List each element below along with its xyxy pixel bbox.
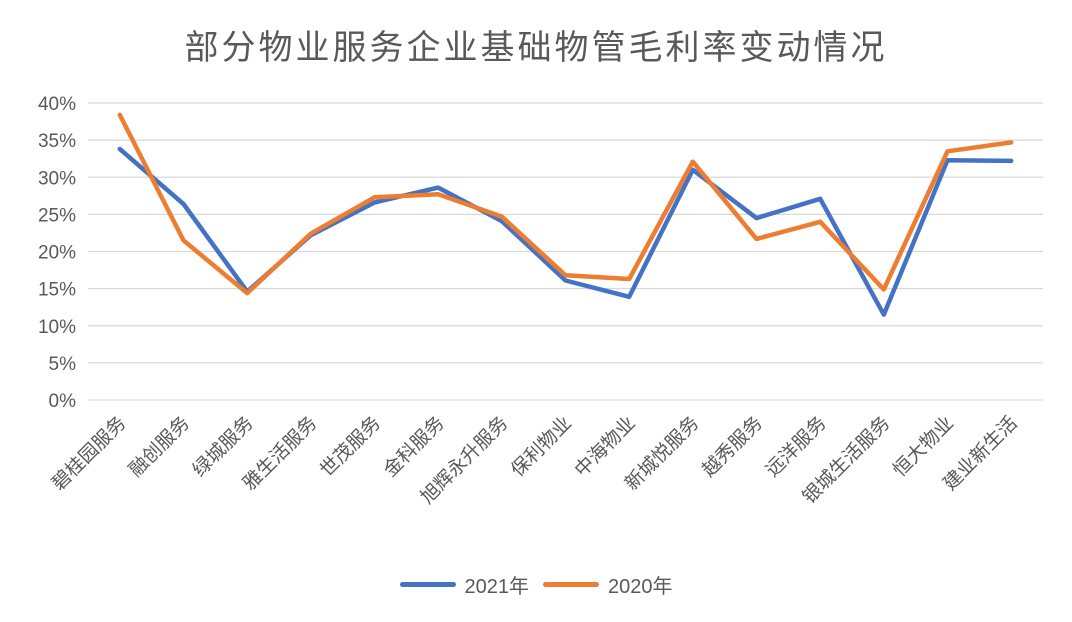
chart-title: 部分物业服务企业基础物管毛利率变动情况 <box>184 29 888 67</box>
legend-item-2021: 2021年 <box>399 570 530 599</box>
y-axis-tick-label: 15% <box>38 280 76 301</box>
x-axis-category-label: 越秀服务 <box>698 412 767 481</box>
x-axis-category-label: 保利物业 <box>507 412 576 481</box>
x-axis-category-label: 世茂服务 <box>316 412 385 481</box>
y-axis-tick-label: 20% <box>38 243 76 264</box>
legend-label-2020: 2020年 <box>608 576 673 598</box>
y-axis-tick-label: 25% <box>38 205 76 226</box>
legend: 2021年 2020年 <box>0 570 1072 599</box>
y-axis-tick-label: 30% <box>38 168 76 189</box>
x-axis-category-label: 碧桂园服务 <box>48 412 131 495</box>
y-axis-tick-label: 0% <box>49 391 77 412</box>
y-axis-tick-label: 35% <box>38 131 76 152</box>
legend-label-2021: 2021年 <box>464 576 530 598</box>
y-axis-tick-label: 10% <box>38 317 76 338</box>
y-axis-tick-label: 40% <box>38 94 76 115</box>
legend-line-swatch-2020-icon <box>543 582 599 587</box>
y-axis-tick-label: 5% <box>49 354 77 375</box>
legend-item-2020: 2020年 <box>543 570 673 599</box>
legend-line-swatch-2021-icon <box>399 582 456 587</box>
x-axis-category-label: 融创服务 <box>125 412 194 481</box>
series-line-2020年 <box>117 112 1014 296</box>
